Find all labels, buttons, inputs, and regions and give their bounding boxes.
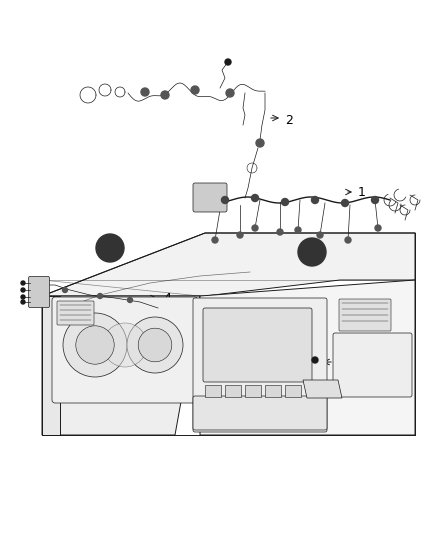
FancyBboxPatch shape (193, 298, 327, 432)
Circle shape (21, 288, 25, 292)
Circle shape (98, 294, 102, 298)
Text: 6: 6 (310, 335, 318, 349)
Circle shape (76, 326, 114, 364)
Circle shape (312, 357, 318, 363)
Polygon shape (42, 296, 60, 435)
Text: 4: 4 (163, 292, 171, 304)
FancyBboxPatch shape (52, 297, 198, 403)
Circle shape (237, 232, 243, 238)
Circle shape (345, 237, 351, 243)
Circle shape (96, 234, 124, 262)
Bar (285, 385, 301, 397)
Circle shape (222, 197, 229, 204)
Circle shape (161, 91, 169, 99)
Circle shape (256, 139, 264, 147)
Circle shape (371, 197, 378, 204)
Bar (225, 385, 241, 397)
FancyBboxPatch shape (203, 308, 312, 382)
FancyBboxPatch shape (57, 301, 94, 325)
Circle shape (138, 328, 172, 362)
Circle shape (317, 232, 323, 238)
Circle shape (225, 59, 231, 65)
Circle shape (21, 281, 25, 285)
Circle shape (127, 317, 183, 373)
Text: 1: 1 (358, 185, 366, 198)
Circle shape (375, 225, 381, 231)
Text: 2: 2 (285, 114, 293, 126)
Circle shape (127, 297, 133, 303)
FancyBboxPatch shape (339, 299, 391, 331)
Circle shape (252, 225, 258, 231)
Polygon shape (200, 280, 415, 435)
Circle shape (342, 199, 349, 206)
Circle shape (226, 89, 234, 97)
Circle shape (191, 86, 199, 94)
Circle shape (277, 229, 283, 235)
Circle shape (298, 238, 326, 266)
Text: 3: 3 (337, 356, 345, 368)
FancyBboxPatch shape (193, 183, 227, 212)
Circle shape (282, 198, 289, 206)
Bar (205, 385, 221, 397)
Polygon shape (42, 233, 415, 296)
Circle shape (311, 197, 318, 204)
Bar (265, 385, 281, 397)
Circle shape (103, 323, 147, 367)
Circle shape (63, 313, 127, 377)
Circle shape (251, 195, 258, 201)
Bar (245, 385, 261, 397)
Circle shape (212, 237, 218, 243)
Circle shape (63, 287, 67, 293)
Circle shape (21, 295, 25, 299)
Circle shape (141, 88, 149, 96)
Polygon shape (42, 296, 200, 435)
FancyBboxPatch shape (193, 396, 327, 430)
Text: 5: 5 (345, 386, 353, 400)
FancyBboxPatch shape (28, 277, 49, 308)
Circle shape (21, 300, 25, 304)
Polygon shape (303, 380, 342, 398)
Circle shape (295, 227, 301, 233)
FancyBboxPatch shape (333, 333, 412, 397)
